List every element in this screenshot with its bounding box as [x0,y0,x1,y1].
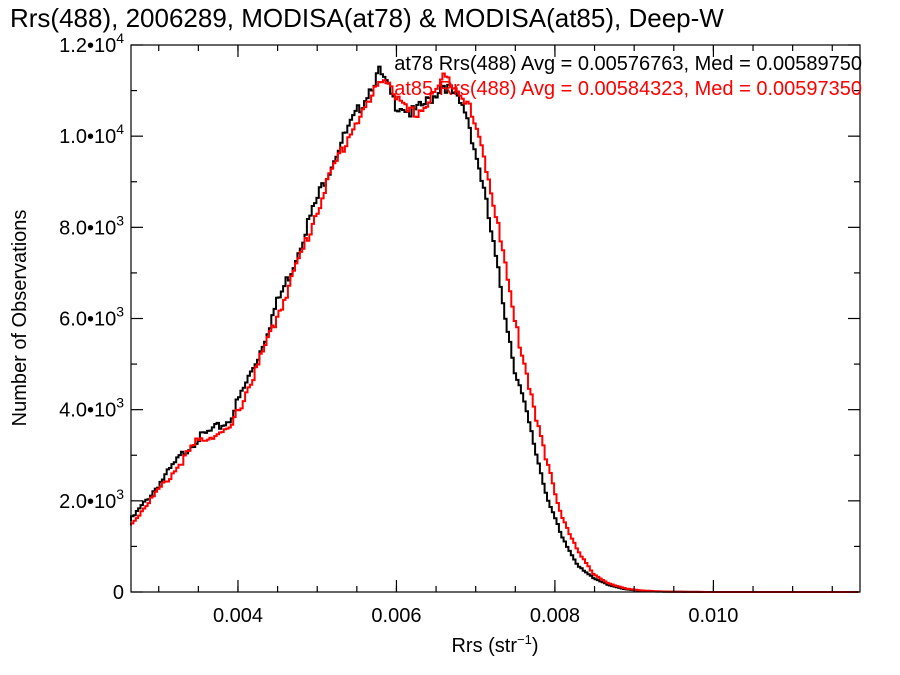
x-axis-label: Rrs (str−1) [451,632,538,657]
x-tick-label: 0.006 [371,605,421,627]
y-tick-label: 1.2•104 [59,30,124,57]
y-axis-label: Number of Observations [9,210,31,427]
y-tick-label: 4.0•103 [59,395,124,422]
x-axis-label-close: ) [532,635,539,657]
chart-title: Rrs(488), 2006289, MODISA(at78) & MODISA… [10,3,724,33]
plot-frame [130,44,861,593]
legend: at78 Rrs(488) Avg = 0.00576763, Med = 0.… [394,53,862,100]
x-tick-label: 0.008 [530,605,580,627]
series-line-2 [130,72,859,593]
series-layer [130,65,859,593]
y-tick-label: 0 [113,582,124,604]
x-tick-label: 0.004 [213,605,263,627]
y-tick-label: 2.0•103 [59,486,124,513]
x-tick-label: 0.010 [688,605,738,627]
series-line-1 [130,65,859,593]
y-tick-label: 6.0•103 [59,304,124,331]
x-axis: 0.004 0.006 0.008 0.010 [158,45,833,627]
y-axis: 0 2.0•103 4.0•103 6.0•103 8.0•103 1.0•104 1.2•… [59,30,860,604]
y-tick-label: 8.0•103 [59,212,124,239]
legend-entry-2: at85 Rrs(488) Avg = 0.00584323, Med = 0.… [394,78,862,100]
y-tick-label: 1.0•104 [59,121,124,148]
legend-entry-1: at78 Rrs(488) Avg = 0.00576763, Med = 0.… [394,53,862,75]
x-axis-label-exponent: −1 [517,632,532,647]
